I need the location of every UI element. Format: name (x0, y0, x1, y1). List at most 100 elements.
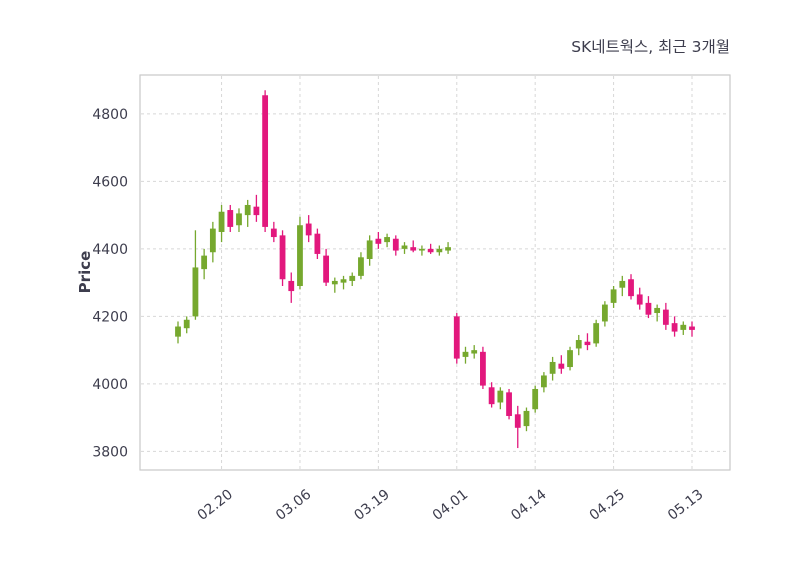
candle-03.12 (331, 277, 338, 293)
y-axis-label: Price (76, 251, 94, 294)
candle-04.18 (567, 346, 573, 371)
candle-04.10 (514, 405, 521, 449)
candle-body (358, 257, 364, 276)
candle-03.10 (314, 228, 321, 259)
candle-02.25 (244, 199, 251, 227)
candle-03.25 (410, 240, 417, 253)
candle-05.08 (662, 302, 669, 330)
candle-04.30 (636, 287, 643, 310)
candle-03.28 (436, 245, 443, 256)
candle-body (270, 228, 277, 238)
candle-body (314, 233, 321, 254)
candle-04.09 (506, 388, 512, 420)
candle-body (375, 238, 382, 244)
candle-04.14 (532, 385, 539, 413)
candle-body (366, 240, 373, 259)
candle-02.14 (183, 316, 190, 334)
x-tick-label: 03.06 (273, 486, 315, 523)
candle-05.02 (645, 296, 652, 319)
candle-body (514, 414, 521, 428)
candle-body (262, 95, 269, 227)
candle-body (253, 206, 260, 216)
candle-04.04 (480, 346, 486, 389)
candle-body (244, 204, 251, 216)
candle-body (419, 248, 425, 251)
candle-body (689, 326, 695, 330)
candle-03.24 (401, 242, 408, 254)
grid-layer (141, 76, 729, 469)
y-tick-label: 4400 (92, 242, 128, 258)
candle-03.20 (384, 233, 390, 248)
candle-body (628, 279, 634, 297)
candle-body (209, 228, 216, 253)
candle-body (575, 340, 582, 349)
candle-body (654, 307, 661, 314)
candle-body (323, 255, 330, 283)
candle-03.14 (349, 272, 356, 287)
candle-03.11 (323, 248, 330, 287)
candle-body (619, 280, 626, 288)
candle-body (236, 213, 242, 226)
candle-body (218, 211, 225, 232)
candle-body (427, 248, 434, 253)
x-tick-label: 04.25 (587, 487, 628, 524)
candle-body (201, 255, 208, 270)
candle-body (401, 245, 408, 249)
candle-02.17 (192, 230, 199, 320)
candle-04.24 (601, 301, 608, 327)
candle-body (436, 248, 443, 253)
candle-body (183, 319, 190, 329)
candle-02.24 (236, 208, 242, 232)
candle-body (671, 323, 678, 332)
candle-body (192, 267, 199, 317)
candle-03.19 (375, 231, 382, 249)
plot-area (139, 74, 731, 471)
candle-body (610, 289, 617, 303)
candle-body (340, 279, 347, 283)
candle-02.19 (209, 221, 216, 263)
candle-body (680, 324, 687, 330)
candle-body (384, 237, 390, 243)
candle-body (297, 225, 303, 287)
candle-02.20 (218, 204, 225, 243)
candle-body (636, 294, 643, 305)
candle-03.05 (288, 272, 295, 303)
candle-04.02 (462, 346, 469, 364)
candle-body (288, 280, 295, 292)
candle-02.27 (262, 90, 269, 232)
candle-body (462, 351, 469, 357)
x-tick-label: 05.13 (665, 487, 706, 524)
candle-02.28 (270, 221, 277, 243)
candle-02.21 (227, 204, 234, 232)
candle-03.07 (305, 215, 312, 243)
candle-04.08 (497, 387, 504, 410)
x-tick-label: 04.14 (508, 486, 550, 523)
candle-03.21 (392, 235, 399, 256)
candle-body (305, 223, 312, 236)
y-tick-label: 4200 (92, 309, 128, 325)
y-tick-label: 4800 (92, 107, 128, 123)
candle-body (480, 351, 486, 386)
candle-body (471, 350, 478, 354)
candle-04.01 (453, 313, 460, 364)
candle-04.11 (523, 407, 530, 432)
candle-04.03 (471, 345, 478, 359)
candle-03.04 (279, 230, 286, 287)
x-tick-label: 02.20 (195, 487, 236, 524)
candle-04.15 (540, 372, 547, 393)
candle-body (349, 275, 356, 281)
candle-body (279, 235, 286, 280)
candle-body (567, 350, 573, 368)
candle-body (558, 363, 565, 369)
candle-body (227, 210, 234, 227)
candle-body (549, 361, 556, 374)
candle-body (497, 390, 504, 403)
candle-body (584, 341, 591, 346)
x-tick-label: 04.01 (430, 487, 471, 524)
candle-body (453, 316, 460, 359)
candle-body (506, 392, 512, 416)
candle-body (445, 247, 451, 251)
candle-body (645, 302, 652, 315)
